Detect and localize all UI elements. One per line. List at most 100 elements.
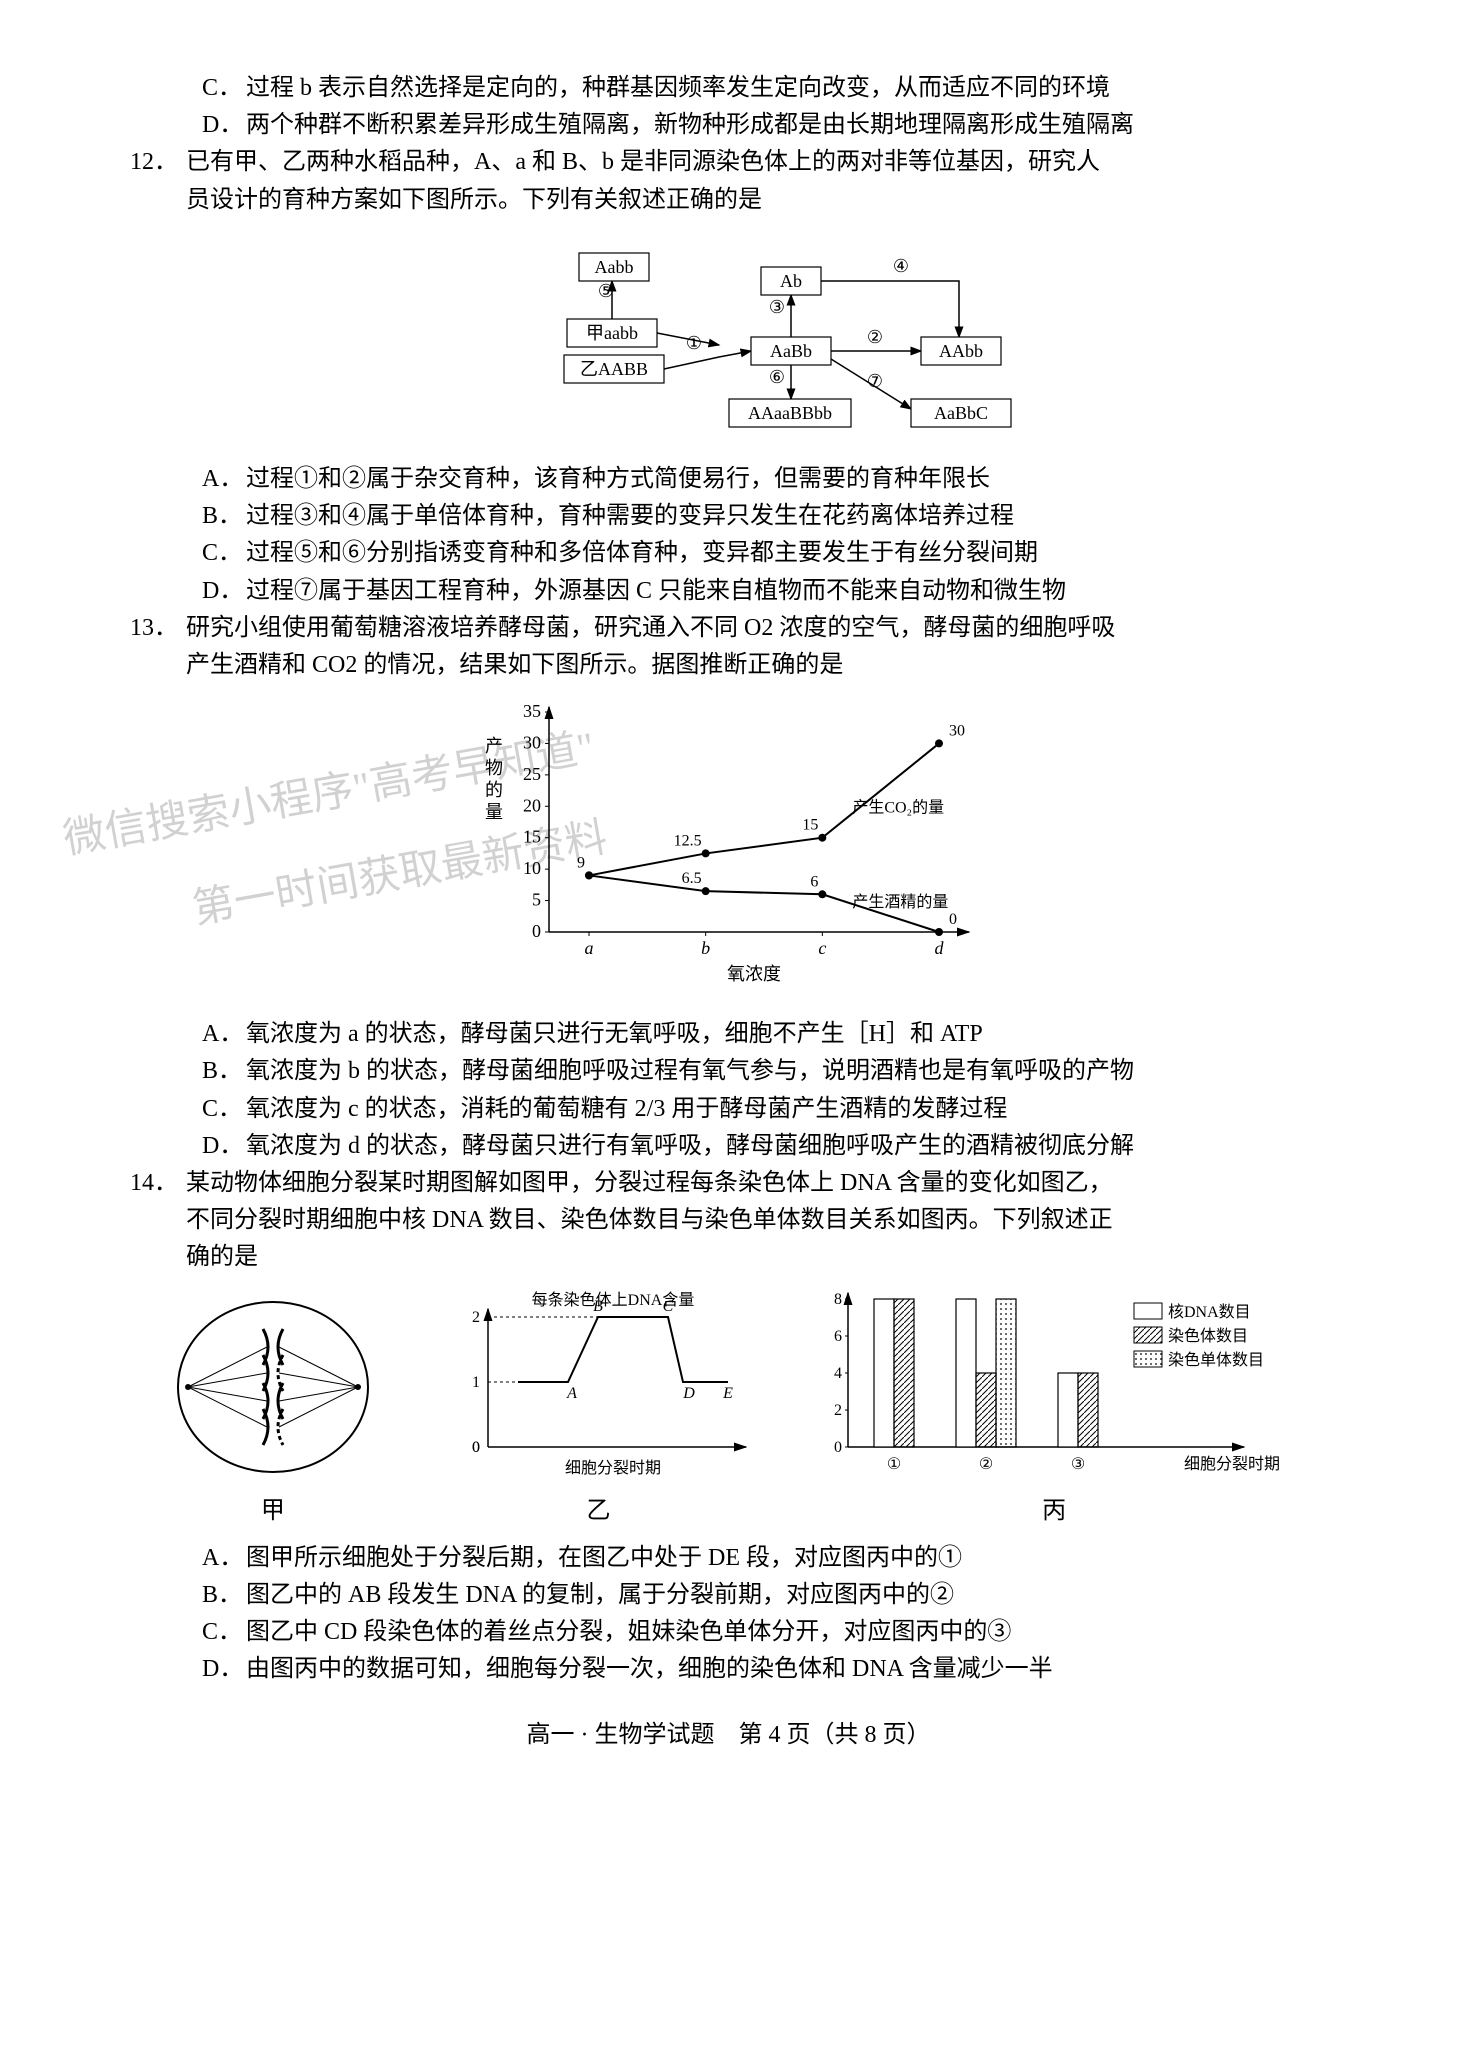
- q12: 12． 已有甲、乙两种水稻品种，A、a 和 B、b 是非同源染色体上的两对非等位…: [130, 144, 1327, 218]
- svg-text:30: 30: [523, 732, 541, 752]
- cap-bing: 丙: [814, 1493, 1294, 1530]
- svg-text:AAaaBBbb: AAaaBBbb: [748, 403, 832, 423]
- q14-body: 某动物体细胞分裂某时期图解如图甲，分裂过程每条染色体上 DNA 含量的变化如图乙…: [186, 1165, 1327, 1277]
- cap-yi: 乙: [448, 1493, 748, 1530]
- svg-text:0: 0: [532, 921, 541, 941]
- q14-fig-bing: 02468①②③细胞分裂时期核DNA数目染色体数目染色单体数目: [814, 1287, 1294, 1487]
- svg-text:产: 产: [485, 736, 503, 756]
- svg-text:量: 量: [485, 802, 503, 822]
- svg-text:⑤: ⑤: [597, 281, 613, 301]
- opt-text: 图甲所示细胞处于分裂后期，在图乙中处于 DE 段，对应图丙中的①: [246, 1545, 962, 1571]
- q13-option-d: D．氧浓度为 d 的状态，酵母菌只进行有氧呼吸，酵母菌细胞呼吸产生的酒精被彻底分…: [130, 1128, 1327, 1165]
- svg-text:③: ③: [768, 297, 784, 317]
- opt-text: 氧浓度为 c 的状态，消耗的葡萄糖有 2/3 用于酵母菌产生酒精的发酵过程: [246, 1096, 1007, 1122]
- opt-label: B．: [202, 1053, 246, 1090]
- q11-option-d: D．两个种群不断积累差异形成生殖隔离，新物种形成都是由长期地理隔离形成生殖隔离: [130, 107, 1327, 144]
- svg-text:1: 1: [472, 1374, 480, 1391]
- q13-option-c: C．氧浓度为 c 的状态，消耗的葡萄糖有 2/3 用于酵母菌产生酒精的发酵过程: [130, 1091, 1327, 1128]
- opt-text: 由图丙中的数据可知，细胞每分裂一次，细胞的染色体和 DNA 含量减少一半: [246, 1656, 1053, 1682]
- opt-label: D．: [202, 107, 246, 144]
- opt-label: C．: [202, 1614, 246, 1651]
- svg-text:①: ①: [685, 333, 701, 353]
- page-footer: 高一 · 生物学试题 第 4 页（共 8 页）: [130, 1717, 1327, 1754]
- q14-stem-2: 不同分裂时期细胞中核 DNA 数目、染色体数目与染色单体数目关系如图丙。下列叙述…: [186, 1202, 1327, 1239]
- svg-text:10: 10: [523, 858, 541, 878]
- svg-text:C: C: [663, 1298, 674, 1315]
- svg-text:AAbb: AAbb: [939, 341, 983, 361]
- svg-text:染色单体数目: 染色单体数目: [1168, 1351, 1264, 1369]
- q13-body: 研究小组使用葡萄糖溶液培养酵母菌，研究通入不同 O2 浓度的空气，酵母菌的细胞呼…: [186, 610, 1327, 684]
- q12-option-b: B．过程③和④属于单倍体育种，育种需要的变异只发生在花药离体培养过程: [130, 498, 1327, 535]
- svg-text:产生酒精的量: 产生酒精的量: [852, 893, 948, 911]
- svg-text:细胞分裂时期: 细胞分裂时期: [565, 1459, 661, 1477]
- txt: 研究小组使用葡萄糖溶液培养酵母菌，研究通入不同 O: [186, 615, 761, 641]
- svg-text:②: ②: [979, 1456, 993, 1473]
- svg-text:b: b: [701, 938, 710, 958]
- sub-o2: 2: [761, 615, 773, 641]
- txt: 浓度的空气，酵母菌的细胞呼吸: [773, 615, 1115, 641]
- q14-cap-row: 甲 乙 丙: [130, 1493, 1327, 1530]
- q12-option-a: A．过程①和②属于杂交育种，该育种方式简便易行，但需要的育种年限长: [130, 461, 1327, 498]
- q13-stem-2: 产生酒精和 CO2 的情况，结果如下图所示。据图推断正确的是: [186, 647, 1327, 684]
- q13-chart-wrap: 05101520253035abcd产物的量氧浓度912.51530产生CO₂的…: [130, 692, 1327, 1004]
- svg-text:①: ①: [887, 1456, 901, 1473]
- q14-fig-yi: 每条染色体上DNA含量0120ABCDE细胞分裂时期: [448, 1287, 748, 1487]
- txt: 产生酒精和 CO: [186, 652, 345, 678]
- q13-option-a: A．氧浓度为 a 的状态，酵母菌只进行无氧呼吸，细胞不产生［H］和 ATP: [130, 1016, 1327, 1053]
- q12-diagram-wrap: ⑤①③④②⑥⑦Aabb甲aabb乙AABBAbAaBbAAaaBBbbAAbbA…: [130, 227, 1327, 449]
- svg-text:2: 2: [472, 1309, 480, 1326]
- opt-label: A．: [202, 461, 246, 498]
- svg-text:25: 25: [523, 764, 541, 784]
- svg-text:15: 15: [802, 817, 818, 834]
- opt-label: C．: [202, 1091, 246, 1128]
- svg-text:d: d: [934, 938, 944, 958]
- q12-diagram: ⑤①③④②⑥⑦Aabb甲aabb乙AABBAbAaBbAAaaBBbbAAbbA…: [409, 227, 1049, 437]
- q14-option-c: C．图乙中 CD 段染色体的着丝点分裂，姐妹染色单体分开，对应图丙中的③: [130, 1614, 1327, 1651]
- svg-text:Aabb: Aabb: [594, 257, 633, 277]
- svg-text:2: 2: [834, 1402, 842, 1419]
- q-num: 13．: [130, 610, 186, 684]
- opt-text: 图乙中 CD 段染色体的着丝点分裂，姐妹染色单体分开，对应图丙中的③: [246, 1619, 1011, 1645]
- svg-text:6.5: 6.5: [681, 870, 701, 887]
- opt-label: D．: [202, 1651, 246, 1688]
- opt-text: 过程⑦属于基因工程育种，外源基因 C 只能来自植物而不能来自动物和微生物: [246, 578, 1066, 604]
- opt-text: 氧浓度为 d 的状态，酵母菌只进行有氧呼吸，酵母菌细胞呼吸产生的酒精被彻底分解: [246, 1133, 1134, 1159]
- opt-label: A．: [202, 1540, 246, 1577]
- sub-co2: 2: [345, 652, 357, 678]
- q14-stem-1: 某动物体细胞分裂某时期图解如图甲，分裂过程每条染色体上 DNA 含量的变化如图乙…: [186, 1165, 1327, 1202]
- q11-option-c: C．过程 b 表示自然选择是定向的，种群基因频率发生定向改变，从而适应不同的环境: [130, 70, 1327, 107]
- opt-label: D．: [202, 573, 246, 610]
- opt-text: 过程①和②属于杂交育种，该育种方式简便易行，但需要的育种年限长: [246, 466, 990, 492]
- svg-text:c: c: [818, 938, 826, 958]
- q12-option-d: D．过程⑦属于基因工程育种，外源基因 C 只能来自植物而不能来自动物和微生物: [130, 573, 1327, 610]
- q12-stem-1: 已有甲、乙两种水稻品种，A、a 和 B、b 是非同源染色体上的两对非等位基因，研…: [186, 144, 1327, 181]
- svg-text:E: E: [723, 1385, 734, 1402]
- svg-text:②: ②: [866, 327, 882, 347]
- q13: 13． 研究小组使用葡萄糖溶液培养酵母菌，研究通入不同 O2 浓度的空气，酵母菌…: [130, 610, 1327, 684]
- q14-stem-3: 确的是: [186, 1239, 1327, 1276]
- svg-text:AaBbC: AaBbC: [934, 403, 988, 423]
- q14-option-a: A．图甲所示细胞处于分裂后期，在图乙中处于 DE 段，对应图丙中的①: [130, 1540, 1327, 1577]
- svg-text:0: 0: [949, 911, 957, 928]
- opt-text: 图乙中的 AB 段发生 DNA 的复制，属于分裂前期，对应图丙中的②: [246, 1582, 954, 1608]
- svg-text:⑥: ⑥: [768, 367, 784, 387]
- svg-text:20: 20: [523, 795, 541, 815]
- svg-text:物: 物: [485, 758, 503, 778]
- q12-option-c: C．过程⑤和⑥分别指诱变育种和多倍体育种，变异都主要发生于有丝分裂间期: [130, 535, 1327, 572]
- opt-label: C．: [202, 535, 246, 572]
- svg-text:核DNA数目: 核DNA数目: [1168, 1303, 1251, 1321]
- svg-text:8: 8: [834, 1291, 842, 1308]
- q12-body: 已有甲、乙两种水稻品种，A、a 和 B、b 是非同源染色体上的两对非等位基因，研…: [186, 144, 1327, 218]
- q-num: 12．: [130, 144, 186, 218]
- q14-option-b: B．图乙中的 AB 段发生 DNA 的复制，属于分裂前期，对应图丙中的②: [130, 1577, 1327, 1614]
- svg-text:15: 15: [523, 827, 541, 847]
- svg-text:染色体数目: 染色体数目: [1168, 1327, 1248, 1345]
- svg-text:30: 30: [949, 722, 965, 739]
- opt-text: 氧浓度为 a 的状态，酵母菌只进行无氧呼吸，细胞不产生［H］和 ATP: [246, 1021, 983, 1047]
- svg-text:4: 4: [834, 1365, 842, 1382]
- opt-text: 氧浓度为 b 的状态，酵母菌细胞呼吸过程有氧气参与，说明酒精也是有氧呼吸的产物: [246, 1058, 1134, 1084]
- svg-text:Ab: Ab: [780, 271, 802, 291]
- svg-text:细胞分裂时期: 细胞分裂时期: [1184, 1455, 1280, 1473]
- svg-text:D: D: [683, 1385, 696, 1402]
- svg-text:6: 6: [834, 1328, 842, 1345]
